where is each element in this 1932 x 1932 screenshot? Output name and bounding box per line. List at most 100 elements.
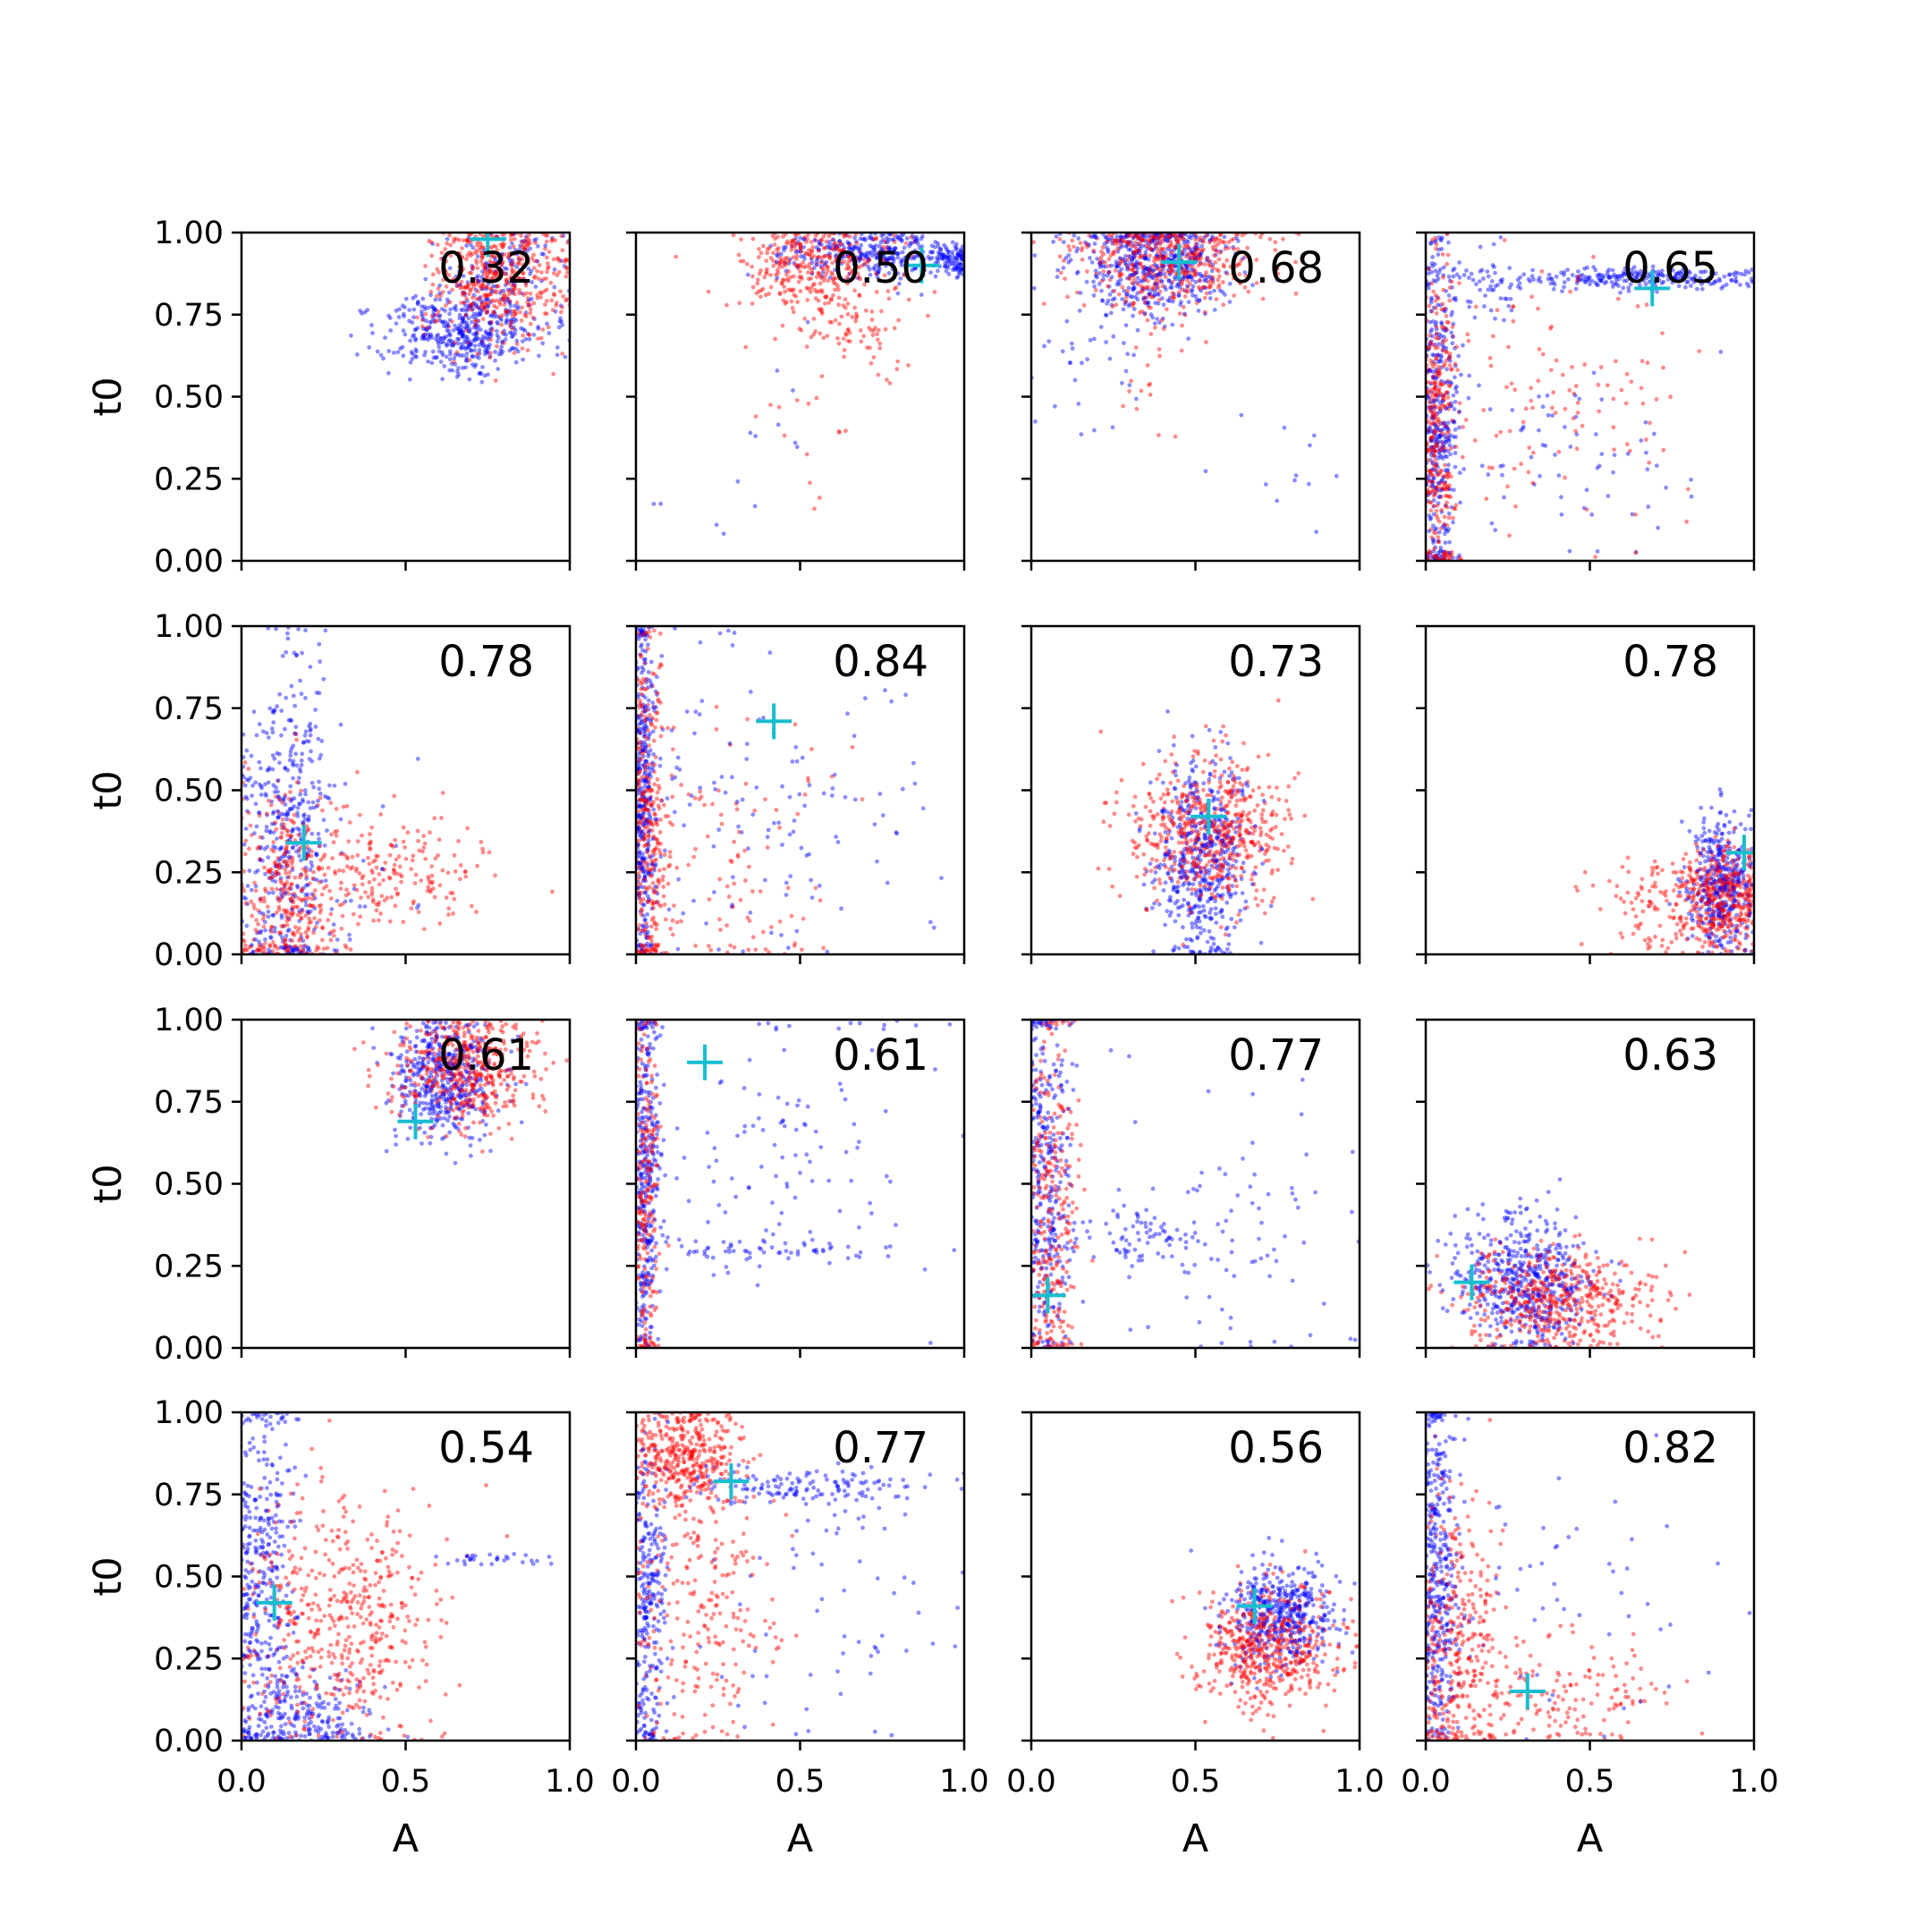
point-red [429, 253, 434, 258]
point-red [491, 274, 496, 278]
point-blue [481, 304, 487, 309]
point-red [852, 271, 858, 276]
point-red [539, 291, 544, 296]
point-red [1148, 270, 1154, 275]
point-red [531, 252, 536, 258]
point-blue [300, 797, 305, 802]
point-blue [1137, 251, 1142, 256]
point-red [509, 263, 514, 268]
point-red [1573, 384, 1579, 388]
point-red [1138, 261, 1143, 267]
point-blue [1576, 269, 1580, 274]
point-blue [1485, 269, 1490, 274]
point-blue [1157, 270, 1162, 275]
point-blue [1233, 251, 1238, 257]
point-red [1180, 323, 1184, 328]
point-blue [287, 949, 292, 953]
point-red [499, 263, 504, 268]
point-blue [1688, 284, 1693, 288]
point-blue [254, 733, 259, 738]
point-red [884, 247, 888, 252]
point-red [1445, 378, 1451, 384]
point-blue [1182, 275, 1186, 280]
point-blue [1441, 308, 1446, 312]
point-red [1173, 434, 1178, 439]
point-blue [1150, 238, 1156, 242]
point-red [1161, 234, 1166, 240]
point-red [274, 869, 278, 875]
point-red [1137, 242, 1142, 247]
point-blue [295, 805, 301, 810]
point-blue [909, 242, 914, 246]
point-blue [1439, 247, 1445, 251]
point-blue [513, 303, 518, 309]
point-blue [1441, 265, 1446, 270]
point-red [1075, 290, 1080, 295]
point-blue [308, 728, 313, 733]
point-red [506, 251, 512, 256]
point-blue [1143, 255, 1148, 260]
point-red [547, 250, 552, 254]
point-red [1213, 260, 1218, 265]
point-blue [317, 756, 322, 761]
point-blue [531, 332, 537, 337]
point-red [465, 341, 470, 345]
point-blue [1231, 245, 1235, 250]
point-blue [1489, 521, 1495, 526]
point-blue [1431, 278, 1436, 283]
point-blue [893, 250, 897, 255]
point-red [1182, 269, 1187, 275]
point-blue [1604, 279, 1609, 284]
point-blue [1441, 549, 1446, 555]
point-red [842, 259, 846, 264]
point-red [1216, 274, 1222, 279]
point-blue [510, 291, 515, 295]
point-blue [1680, 275, 1685, 280]
point-red [1070, 238, 1075, 243]
point-blue [1597, 278, 1602, 283]
point-blue [1275, 498, 1280, 504]
point-blue [451, 343, 456, 347]
point-red [502, 292, 507, 297]
point-red [446, 325, 452, 329]
point-blue [1451, 520, 1455, 525]
point-red [363, 890, 368, 894]
point-red [294, 737, 299, 742]
point-blue [427, 326, 432, 331]
point-blue [1147, 267, 1151, 272]
point-blue [1442, 522, 1447, 528]
point-red [479, 250, 485, 255]
point-blue [827, 239, 832, 244]
point-blue [890, 261, 894, 267]
point-red [1224, 258, 1229, 263]
point-red [1193, 242, 1199, 247]
point-blue [299, 935, 304, 940]
point-red [1142, 273, 1148, 277]
point-red [827, 319, 833, 325]
point-red [1465, 332, 1470, 337]
point-red [496, 284, 500, 289]
point-blue [792, 260, 797, 266]
point-blue [251, 709, 257, 715]
point-blue [358, 904, 362, 909]
point-blue [1127, 261, 1132, 267]
point-blue [347, 937, 352, 942]
point-red [473, 323, 478, 328]
point-red [1434, 462, 1438, 468]
point-blue [262, 919, 267, 925]
point-red [1125, 289, 1130, 293]
point-blue [860, 251, 864, 256]
point-red [1433, 468, 1438, 472]
point-red [488, 260, 494, 266]
point-blue [285, 811, 291, 816]
point-blue [301, 740, 306, 745]
point-red [823, 301, 827, 306]
point-blue [1526, 276, 1531, 282]
point-red [275, 856, 281, 860]
point-blue [1631, 278, 1637, 283]
point-blue [1042, 343, 1046, 349]
point-blue [1507, 285, 1513, 290]
point-blue [1130, 257, 1134, 262]
point-red [1427, 548, 1432, 554]
point-blue [793, 250, 799, 255]
